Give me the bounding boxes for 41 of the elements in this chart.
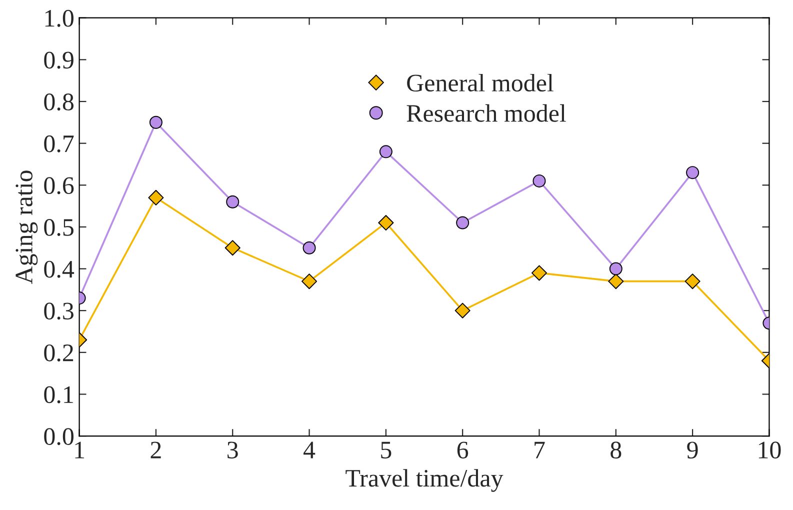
- point: [302, 274, 318, 290]
- y-tick-label: 0.3: [44, 302, 74, 320]
- x-tick-label: 1: [75, 442, 84, 458]
- y-tick-label: 1.0: [45, 10, 74, 27]
- x-axis-title: Travel time/day: [346, 469, 504, 492]
- x-tick-label: 9: [687, 442, 698, 459]
- point: [609, 262, 622, 276]
- x-tick-label: 7: [534, 442, 545, 458]
- y-tick-label: 0.4: [44, 260, 74, 278]
- x-tick-label: 2: [150, 442, 161, 458]
- x-tick-label: 6: [457, 442, 468, 459]
- legend-label: Research model: [406, 104, 566, 122]
- point: [379, 145, 392, 158]
- y-tick-label: 0.6: [44, 177, 74, 194]
- y-tick-label: 0.7: [44, 135, 74, 152]
- point: [149, 116, 162, 129]
- point: [302, 241, 316, 254]
- point: [531, 265, 548, 281]
- point: [226, 195, 240, 208]
- x-tick-label: 5: [381, 442, 392, 459]
- y-tick-label: 0.5: [44, 219, 74, 236]
- point: [454, 302, 470, 318]
- point: [148, 190, 164, 206]
- x-tick-label: 4: [304, 442, 316, 458]
- y-axis-title: Aging ratio: [16, 170, 38, 284]
- y-tick-label: 0.0: [44, 428, 74, 446]
- y-tick-label: 0.1: [44, 386, 73, 404]
- point: [608, 274, 624, 290]
- point: [378, 215, 394, 231]
- y-tick-label: 0.2: [44, 344, 74, 362]
- point: [684, 274, 700, 290]
- y-tick-label: 0.9: [44, 52, 74, 69]
- y-tick-label: 0.8: [44, 94, 74, 111]
- point: [532, 174, 546, 188]
- x-tick-label: 8: [610, 442, 622, 459]
- point: [456, 216, 470, 230]
- point: [686, 166, 700, 180]
- x-tick-label: 10: [758, 442, 781, 459]
- point: [224, 240, 240, 256]
- legend-label: General model: [407, 74, 554, 92]
- x-tick-label: 3: [228, 442, 238, 459]
